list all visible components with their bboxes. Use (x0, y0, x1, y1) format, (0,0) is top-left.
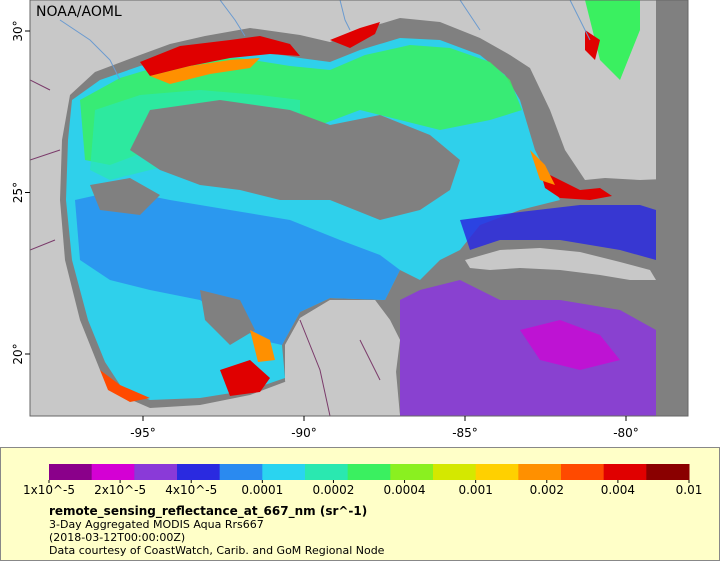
colorbar-segment (475, 464, 519, 480)
colorbar-segment (390, 464, 434, 480)
legend-panel: 1x10^-5 2x10^-5 4x10^-5 0.0001 0.0002 0.0004 0… (0, 447, 720, 561)
colorbar-segment (305, 464, 349, 480)
yucatan-landmass (285, 300, 400, 416)
colorbar-segment (646, 464, 690, 480)
cuba-landmass (465, 248, 656, 280)
colorbar-segment (134, 464, 178, 480)
legend-title: remote_sensing_reflectance_at_667_nm (sr… (49, 504, 368, 518)
legend-source: Data courtesy of CoastWatch, Carib. and … (49, 544, 385, 557)
colorbar-segment (262, 464, 306, 480)
rivers (59, 0, 591, 81)
colorbar-segment (518, 464, 562, 480)
legend-subtitle: 3-Day Aggregated MODIS Aqua Rrs667 (49, 518, 264, 531)
colorbar-tick-label: 0.0004 (384, 483, 426, 497)
colorbar-tick-label: 0.0001 (241, 483, 283, 497)
colorbar-segment (49, 464, 93, 480)
colorbar-tick-label: 0.002 (530, 483, 564, 497)
colorbar-tick-label: 0.001 (458, 483, 492, 497)
colorbar-segment (433, 464, 477, 480)
colorbar-tick-label: 0.01 (676, 483, 703, 497)
colorbar-segment (561, 464, 605, 480)
colorbar: 1x10^-5 2x10^-5 4x10^-5 0.0001 0.0002 0.0004 0… (23, 464, 703, 497)
map: -95° -90° -85° -80° 30° 25° 20° (11, 0, 689, 440)
colorbar-segment (603, 464, 647, 480)
lat-tick-label: 25° (11, 182, 25, 203)
lat-tick-label: 20° (11, 343, 25, 364)
borders (30, 79, 381, 416)
colorbar-segment (91, 464, 135, 480)
coastal-high-reflectance (140, 36, 300, 76)
credit-label: NOAA/AOML (36, 4, 122, 20)
lon-tick-label: -80° (613, 426, 639, 440)
colorbar-tick-label: 1x10^-5 (23, 483, 75, 497)
lon-tick-label: -90° (291, 426, 317, 440)
lon-tick-label: -85° (452, 426, 478, 440)
colorbar-tick-label: 0.0002 (312, 483, 354, 497)
colorbar-segment (219, 464, 263, 480)
colorbar-tick-label: 4x10^-5 (165, 483, 217, 497)
colorbar-segment (177, 464, 221, 480)
caribbean-low-reflectance (400, 280, 656, 416)
colorbar-segment (347, 464, 391, 480)
latitude-ticks: 30° 25° 20° (11, 20, 30, 365)
colorbar-tick-label: 0.004 (601, 483, 635, 497)
legend-date: (2018-03-12T00:00:00Z) (49, 531, 186, 544)
longitude-ticks: -95° -90° -85° -80° (130, 416, 639, 440)
lon-tick-label: -95° (130, 426, 156, 440)
lat-tick-label: 30° (11, 20, 25, 41)
colorbar-tick-label: 2x10^-5 (94, 483, 146, 497)
